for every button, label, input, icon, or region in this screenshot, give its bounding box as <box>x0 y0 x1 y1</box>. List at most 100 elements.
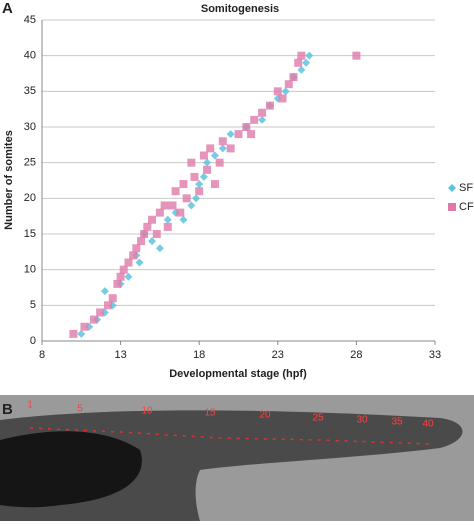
data-point <box>265 101 274 110</box>
data-point <box>135 258 144 267</box>
data-point <box>199 172 208 181</box>
x-tick-label: 23 <box>272 349 284 361</box>
data-point <box>155 244 164 253</box>
x-axis-label: Developmental stage (hpf) <box>169 368 307 380</box>
data-point <box>96 308 105 317</box>
yolk <box>0 431 142 508</box>
data-point <box>137 237 146 246</box>
data-point <box>305 51 314 60</box>
data-point <box>258 108 267 117</box>
fish-photo: B <box>0 395 474 521</box>
y-tick-label: 5 <box>30 299 36 311</box>
data-point <box>215 158 224 167</box>
data-point <box>192 194 201 203</box>
data-point <box>77 329 86 338</box>
data-point <box>116 272 125 281</box>
y-tick-label: 20 <box>24 192 36 204</box>
data-point <box>297 51 306 60</box>
x-tick-label: 8 <box>39 349 45 361</box>
data-point <box>124 258 133 267</box>
somite-label: 40 <box>422 419 434 430</box>
data-point <box>195 187 204 196</box>
somite-label: 30 <box>356 415 368 426</box>
data-point <box>226 130 235 139</box>
x-tick-label: 18 <box>193 349 205 361</box>
data-point <box>203 158 212 167</box>
y-tick-label: 15 <box>24 228 36 240</box>
data-point <box>218 137 227 146</box>
x-tick-label: 13 <box>114 349 126 361</box>
data-point <box>294 58 303 67</box>
data-point <box>195 180 204 189</box>
data-point <box>113 279 122 288</box>
data-point <box>168 201 177 210</box>
data-point <box>273 87 282 96</box>
legend-label: SF <box>459 182 473 194</box>
legend-marker <box>448 184 456 192</box>
data-point <box>100 287 109 296</box>
data-point <box>210 180 219 189</box>
data-point <box>179 215 188 224</box>
somite-label: 1 <box>27 400 33 411</box>
data-point <box>119 265 128 274</box>
data-point <box>104 301 113 310</box>
fish-body <box>0 410 463 521</box>
y-axis-label: Number of somites <box>3 130 15 230</box>
panel-label: B <box>2 401 13 418</box>
data-point <box>148 237 157 246</box>
data-point <box>80 322 89 331</box>
data-point <box>234 130 243 139</box>
somite-label: 10 <box>141 406 153 417</box>
data-point <box>187 201 196 210</box>
data-point <box>203 165 212 174</box>
data-point <box>250 115 259 124</box>
somite-label: 35 <box>391 417 403 428</box>
data-point <box>179 180 188 189</box>
somite-label: 20 <box>259 410 271 421</box>
data-point <box>302 58 311 67</box>
y-tick-label: 35 <box>24 85 36 97</box>
data-point <box>226 144 235 153</box>
y-tick-label: 40 <box>24 50 36 62</box>
data-point <box>297 65 306 74</box>
data-point <box>242 123 251 131</box>
somite-label: 5 <box>77 404 83 415</box>
data-point <box>152 230 161 238</box>
data-point <box>69 329 78 338</box>
y-tick-label: 45 <box>24 14 36 26</box>
data-point <box>281 87 290 96</box>
somite-label: 15 <box>204 408 216 419</box>
chart-title: Somitogenesis <box>201 3 279 15</box>
data-point <box>163 215 172 224</box>
somite-label: 25 <box>312 413 324 424</box>
data-point <box>199 151 208 160</box>
data-point <box>289 73 298 82</box>
panel-label: A <box>2 0 13 17</box>
x-tick-label: 33 <box>429 349 441 361</box>
data-point <box>124 272 133 281</box>
y-tick-label: 25 <box>24 157 36 169</box>
data-point <box>89 315 98 324</box>
data-point <box>108 294 117 303</box>
data-point <box>284 80 293 89</box>
y-tick-label: 30 <box>24 121 36 133</box>
data-point <box>218 144 227 153</box>
data-point <box>206 144 215 153</box>
data-point <box>132 244 141 253</box>
data-point <box>160 201 169 210</box>
legend-marker <box>448 203 456 211</box>
data-point <box>190 172 199 181</box>
data-point <box>258 115 267 124</box>
data-point <box>176 208 185 217</box>
y-tick-label: 0 <box>30 335 36 347</box>
data-point <box>155 208 164 217</box>
legend-label: CF <box>459 201 474 213</box>
data-point <box>143 222 152 231</box>
data-point <box>187 158 196 167</box>
data-point <box>129 251 138 260</box>
data-point <box>182 194 191 203</box>
data-point <box>210 151 219 160</box>
y-tick-label: 10 <box>24 264 36 276</box>
somite-markers <box>29 427 431 445</box>
